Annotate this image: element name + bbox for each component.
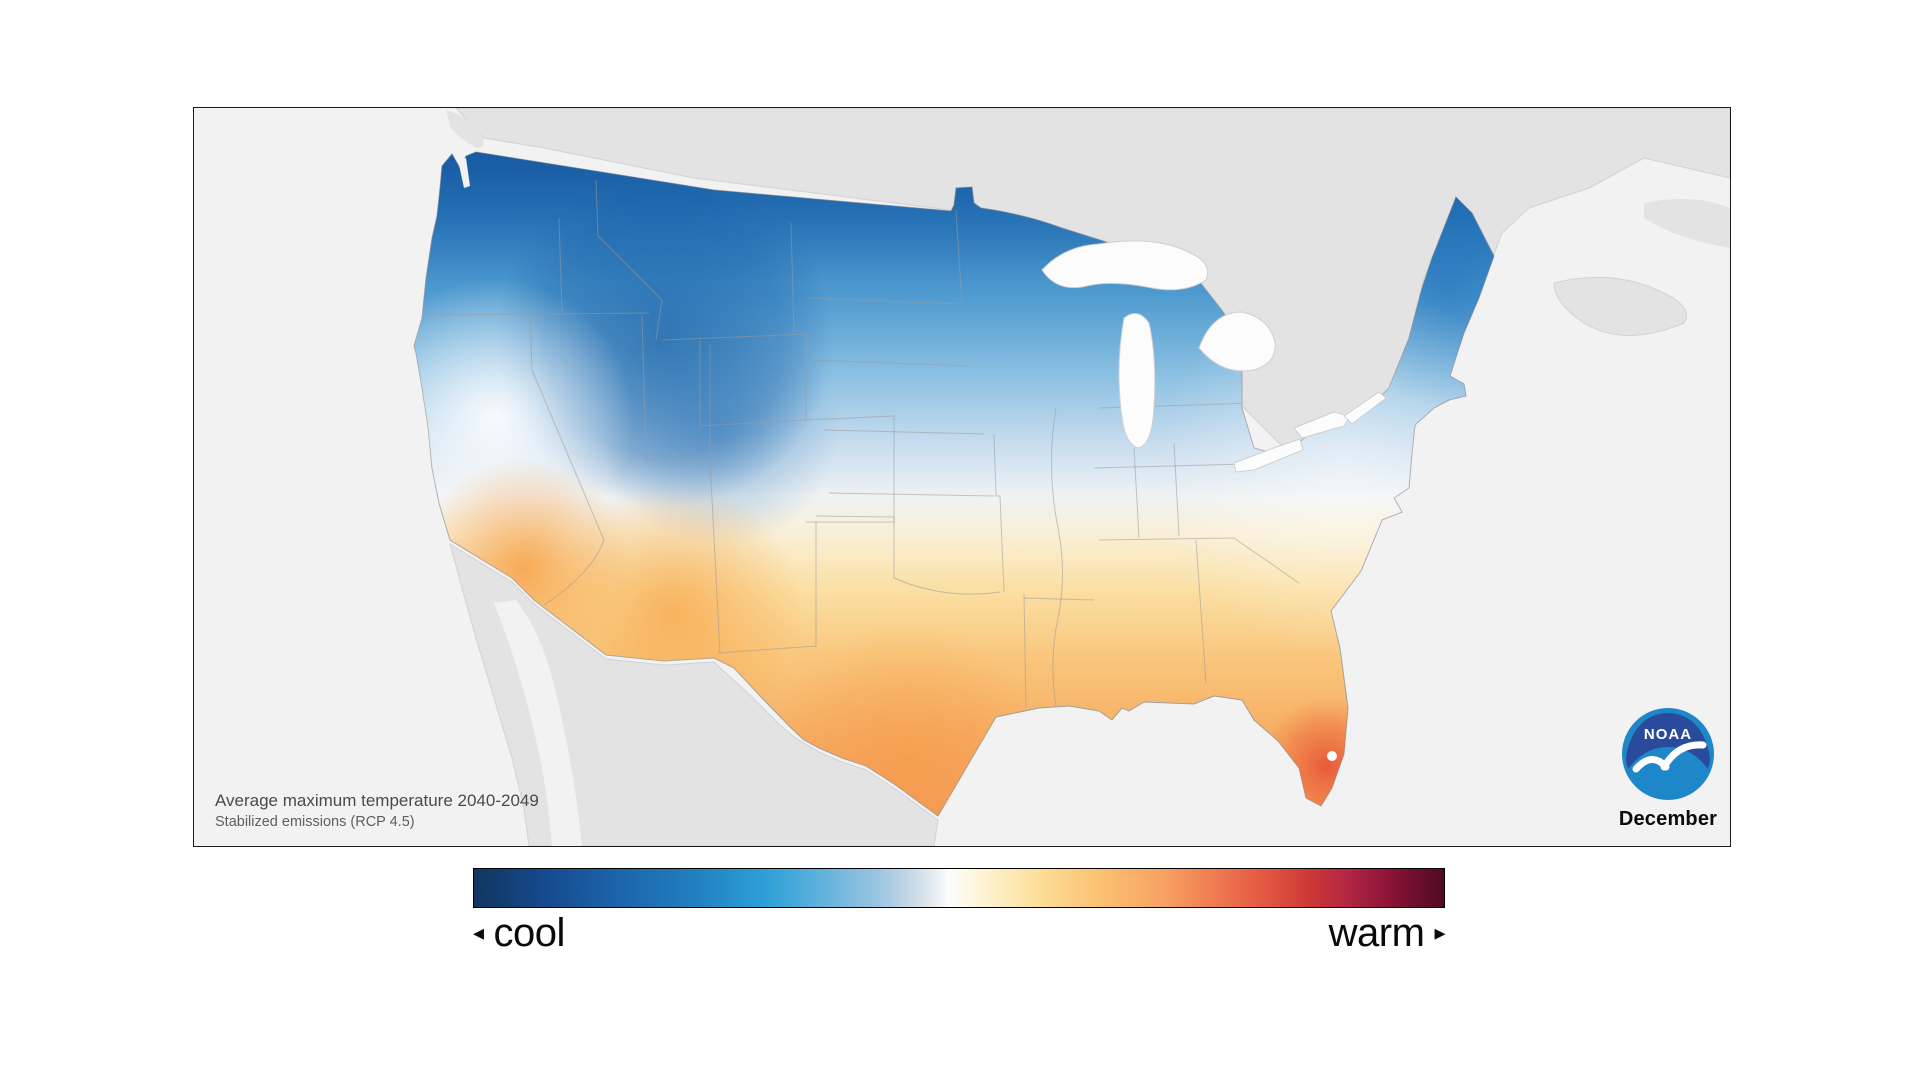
lake-huron	[1198, 311, 1276, 372]
cool-label: cool	[493, 911, 566, 955]
state-borders	[426, 179, 1300, 709]
lake-okeechobee	[1327, 751, 1337, 761]
mexico-landmass	[449, 542, 939, 846]
noaa-logo-text: NOAA	[1644, 726, 1692, 743]
st-lawrence-river	[1343, 391, 1387, 425]
noaa-logo-block: NOAA December	[1618, 706, 1718, 831]
warm-arrow-icon: ▸	[1434, 920, 1445, 945]
noaa-logo-icon: NOAA	[1622, 708, 1714, 800]
climate-map-panel: Average maximum temperature 2040-2049 St…	[193, 107, 1731, 847]
vancouver-island	[446, 110, 484, 148]
great-lakes	[1041, 240, 1387, 473]
legend-cool: ◂ cool	[473, 911, 575, 956]
nova-scotia-landmass	[1553, 276, 1687, 336]
lake-michigan	[1118, 313, 1156, 449]
colorbar	[473, 868, 1445, 908]
warm-label: warm	[1328, 911, 1425, 955]
lake-ontario	[1293, 411, 1351, 439]
caption-title: Average maximum temperature 2040-2049	[215, 791, 539, 810]
cool-arrow-icon: ◂	[473, 920, 484, 945]
gulf-of-california	[494, 600, 582, 846]
puget-sound	[458, 158, 470, 188]
map-caption: Average maximum temperature 2040-2049 St…	[215, 790, 539, 831]
legend-warm: warm ▸	[1319, 911, 1446, 956]
conus-temperature-map	[194, 108, 1730, 846]
lake-erie	[1233, 438, 1304, 473]
newfoundland-landmass	[1644, 199, 1730, 248]
lake-superior	[1041, 240, 1209, 291]
month-label: December	[1618, 808, 1718, 830]
caption-subtitle: Stabilized emissions (RCP 4.5)	[215, 814, 415, 831]
